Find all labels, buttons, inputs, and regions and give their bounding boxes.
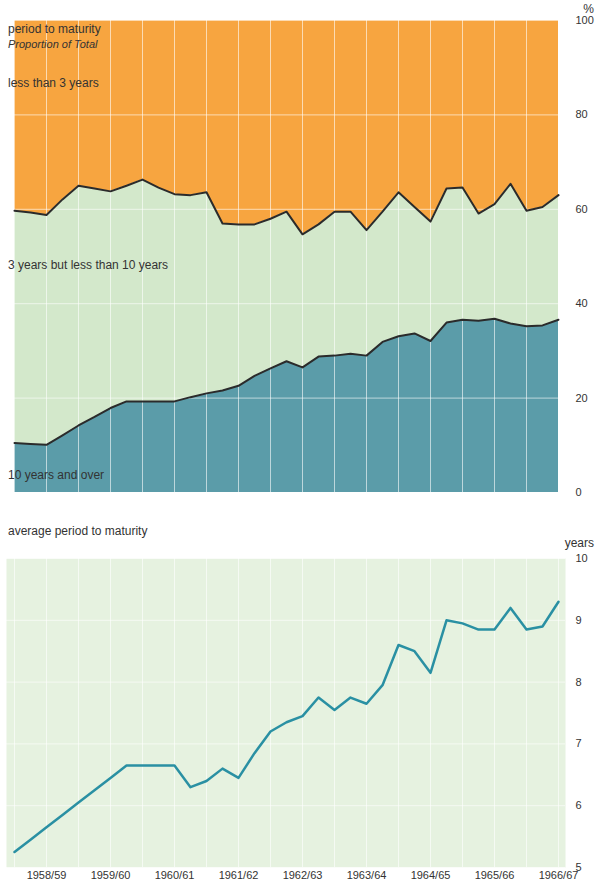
html-text:years: years <box>564 536 594 550</box>
svg-text:6: 6 <box>576 799 582 811</box>
svg-text:9: 9 <box>576 614 582 626</box>
svg-text:1958/59: 1958/59 <box>27 869 67 881</box>
svg-text:1961/62: 1961/62 <box>219 869 259 881</box>
svg-text:100: 100 <box>575 14 594 26</box>
svg-text:1960/61: 1960/61 <box>155 869 195 881</box>
svg-text:80: 80 <box>576 108 588 120</box>
html-text:less than 3 years: less than 3 years <box>8 76 99 90</box>
html-text:10 years and over: 10 years and over <box>8 468 105 482</box>
svg-text:1964/65: 1964/65 <box>411 869 451 881</box>
svg-text:0: 0 <box>576 486 582 498</box>
svg-text:1962/63: 1962/63 <box>283 869 323 881</box>
svg-text:1963/64: 1963/64 <box>347 869 387 881</box>
svg-text:5: 5 <box>575 861 582 873</box>
svg-text:1959/60: 1959/60 <box>91 869 131 881</box>
svg-text:8: 8 <box>576 676 582 688</box>
svg-text:20: 20 <box>576 392 588 404</box>
svg-text:10: 10 <box>576 552 588 564</box>
html-text:average period to maturity: average period to maturity <box>8 524 148 538</box>
html-text:period to maturity: period to maturity <box>8 22 101 36</box>
svg-text:60: 60 <box>576 203 588 215</box>
html-text:3 years but less than 10 years: 3 years but less than 10 years <box>8 258 169 272</box>
svg-text:7: 7 <box>576 737 582 749</box>
svg-text:1965/66: 1965/66 <box>475 869 515 881</box>
svg-text:40: 40 <box>576 297 588 309</box>
svg-text:1966/67: 1966/67 <box>539 869 579 881</box>
html-text:Proportion of Total: Proportion of Total <box>8 38 98 50</box>
